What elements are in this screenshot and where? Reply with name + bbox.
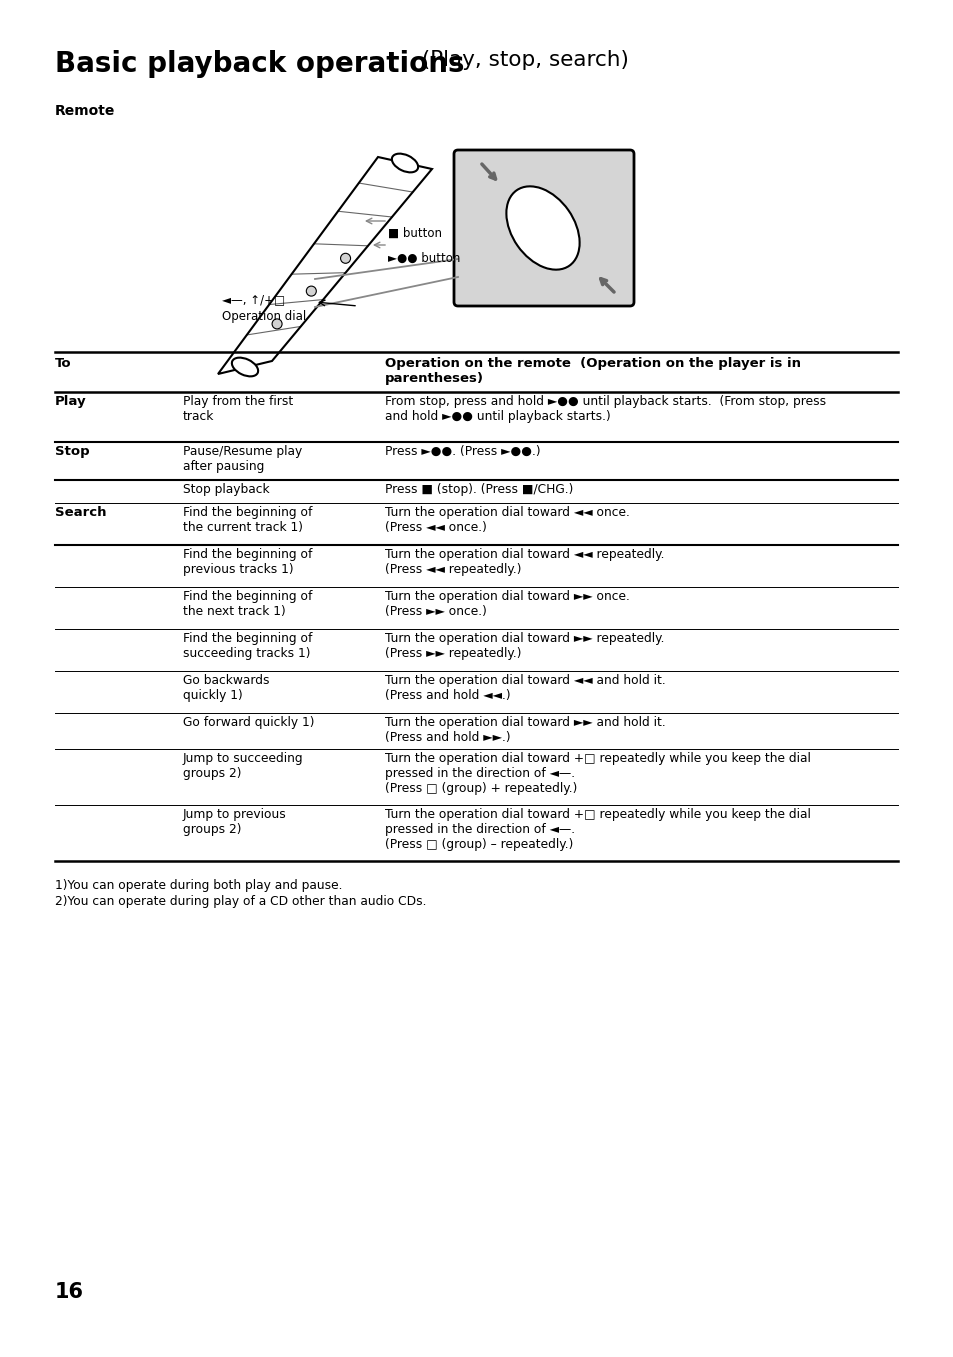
Text: Remote: Remote: [55, 104, 115, 118]
Circle shape: [340, 254, 350, 263]
Text: 16: 16: [55, 1282, 84, 1301]
Text: Basic playback operations: Basic playback operations: [55, 50, 464, 77]
Text: Turn the operation dial toward +□ repeatedly while you keep the dial
pressed in : Turn the operation dial toward +□ repeat…: [385, 807, 810, 851]
Text: 2)You can operate during play of a CD other than audio CDs.: 2)You can operate during play of a CD ot…: [55, 896, 426, 908]
Text: Go backwards
quickly 1): Go backwards quickly 1): [183, 674, 269, 702]
Text: Press ■ (stop). (Press ■/CHG.): Press ■ (stop). (Press ■/CHG.): [385, 483, 573, 497]
Text: Turn the operation dial toward +□ repeatedly while you keep the dial
pressed in : Turn the operation dial toward +□ repeat…: [385, 752, 810, 795]
Text: Turn the operation dial toward ►► once.
(Press ►► once.): Turn the operation dial toward ►► once. …: [385, 590, 629, 617]
Ellipse shape: [232, 358, 258, 376]
Ellipse shape: [506, 186, 579, 270]
Text: Turn the operation dial toward ►► and hold it.
(Press and hold ►►.): Turn the operation dial toward ►► and ho…: [385, 716, 665, 744]
Text: Pause/Resume play
after pausing: Pause/Resume play after pausing: [183, 445, 302, 474]
Text: ■ button: ■ button: [388, 227, 441, 240]
Text: Find the beginning of
the current track 1): Find the beginning of the current track …: [183, 506, 312, 535]
Text: Play from the first
track: Play from the first track: [183, 395, 293, 423]
Circle shape: [306, 286, 316, 296]
Text: Go forward quickly 1): Go forward quickly 1): [183, 716, 314, 729]
Text: Play: Play: [55, 395, 87, 408]
Text: Find the beginning of
the next track 1): Find the beginning of the next track 1): [183, 590, 312, 617]
Text: Operation on the remote  (Operation on the player is in: Operation on the remote (Operation on th…: [385, 357, 801, 370]
Ellipse shape: [392, 153, 417, 172]
Text: (Play, stop, search): (Play, stop, search): [408, 50, 628, 71]
Text: Stop playback: Stop playback: [183, 483, 270, 497]
Text: Jump to succeeding
groups 2): Jump to succeeding groups 2): [183, 752, 303, 780]
Polygon shape: [218, 157, 432, 375]
Text: Turn the operation dial toward ◄◄ repeatedly.
(Press ◄◄ repeatedly.): Turn the operation dial toward ◄◄ repeat…: [385, 548, 664, 575]
Text: Find the beginning of
succeeding tracks 1): Find the beginning of succeeding tracks …: [183, 632, 312, 660]
Text: ◄—, ↑/+□: ◄—, ↑/+□: [222, 293, 285, 305]
Circle shape: [272, 319, 282, 328]
Text: To: To: [55, 357, 71, 370]
Text: ►●● button: ►●● button: [388, 252, 460, 265]
FancyBboxPatch shape: [454, 151, 634, 305]
Text: Search: Search: [55, 506, 107, 518]
Text: Stop: Stop: [55, 445, 90, 459]
Text: Press ►●●. (Press ►●●.): Press ►●●. (Press ►●●.): [385, 445, 540, 459]
Text: Turn the operation dial toward ►► repeatedly.
(Press ►► repeatedly.): Turn the operation dial toward ►► repeat…: [385, 632, 664, 660]
Text: Find the beginning of
previous tracks 1): Find the beginning of previous tracks 1): [183, 548, 312, 575]
Text: From stop, press and hold ►●● until playback starts.  (From stop, press
and hold: From stop, press and hold ►●● until play…: [385, 395, 825, 423]
Text: Turn the operation dial toward ◄◄ and hold it.
(Press and hold ◄◄.): Turn the operation dial toward ◄◄ and ho…: [385, 674, 665, 702]
Text: parentheses): parentheses): [385, 372, 483, 385]
Text: Operation dial: Operation dial: [222, 309, 306, 323]
Text: Turn the operation dial toward ◄◄ once.
(Press ◄◄ once.): Turn the operation dial toward ◄◄ once. …: [385, 506, 629, 535]
Text: 1)You can operate during both play and pause.: 1)You can operate during both play and p…: [55, 879, 342, 892]
Text: Jump to previous
groups 2): Jump to previous groups 2): [183, 807, 287, 836]
